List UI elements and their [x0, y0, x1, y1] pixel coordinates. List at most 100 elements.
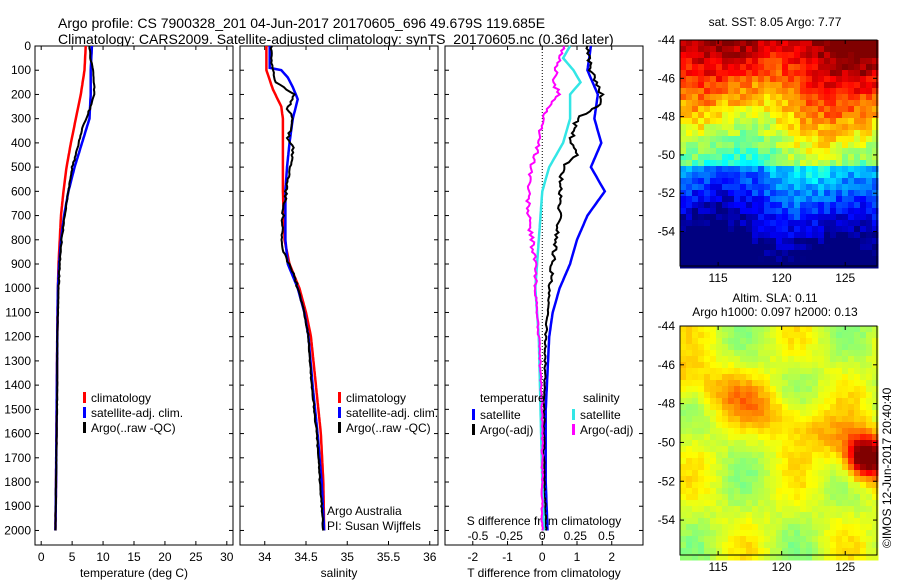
map-cell — [800, 434, 807, 441]
map-cell — [716, 338, 723, 345]
map-cell — [680, 434, 687, 441]
map-cell — [716, 52, 723, 59]
map-cell — [860, 398, 867, 405]
map-cell — [818, 404, 825, 411]
map-cell — [746, 548, 753, 555]
map-cell — [866, 500, 873, 507]
map-cell — [824, 184, 831, 191]
map-cell — [866, 214, 873, 221]
map-cell — [866, 178, 873, 185]
map-cell — [830, 40, 837, 47]
map-cell — [830, 368, 837, 375]
map-cell — [836, 76, 843, 83]
map-cell — [806, 70, 813, 77]
map-cell — [800, 410, 807, 417]
map-cell — [854, 488, 861, 495]
map-cell — [692, 494, 699, 501]
map-cell — [854, 512, 861, 519]
map-cell — [794, 494, 801, 501]
map-cell — [758, 196, 765, 203]
map-cell — [740, 118, 747, 125]
map-cell — [680, 148, 687, 155]
map-cell — [848, 464, 855, 471]
map-cell — [740, 464, 747, 471]
map-cell — [782, 112, 789, 119]
map-cell — [848, 160, 855, 167]
legend-swatch — [338, 422, 341, 433]
map-cell — [758, 548, 765, 555]
map-cell — [770, 548, 777, 555]
map-cell — [794, 410, 801, 417]
map-cell — [830, 482, 837, 489]
map-cell — [800, 64, 807, 71]
map-cell — [680, 380, 687, 387]
map-cell — [758, 226, 765, 233]
map-cell — [728, 136, 735, 143]
map-cell — [686, 494, 693, 501]
map-cell — [794, 434, 801, 441]
map-cell — [860, 256, 867, 263]
map-cell — [794, 238, 801, 245]
map-cell — [836, 166, 843, 173]
map-cell — [692, 554, 699, 561]
map-cell — [764, 190, 771, 197]
map-cell — [824, 220, 831, 227]
map-cell — [782, 208, 789, 215]
map-cell — [788, 464, 795, 471]
map-cell — [680, 256, 687, 263]
map-cell — [830, 220, 837, 227]
map-cell — [758, 94, 765, 101]
map-cell — [848, 142, 855, 149]
map-cell — [728, 362, 735, 369]
map-cell — [692, 548, 699, 555]
map-cell — [776, 470, 783, 477]
map-cell — [812, 52, 819, 59]
map-cell — [710, 196, 717, 203]
map-cell — [818, 368, 825, 375]
map-cell — [776, 136, 783, 143]
map-cell — [758, 506, 765, 513]
map-cell — [812, 136, 819, 143]
map-cell — [818, 208, 825, 215]
map-cell — [842, 208, 849, 215]
map-cell — [692, 374, 699, 381]
map-cell — [824, 338, 831, 345]
map-cell — [836, 440, 843, 447]
map-cell — [722, 232, 729, 239]
map-cell — [710, 148, 717, 155]
map-cell — [758, 46, 765, 53]
map-cell — [680, 500, 687, 507]
map-cell — [830, 172, 837, 179]
map-cell — [680, 530, 687, 537]
map-cell — [866, 452, 873, 459]
map-cell — [764, 416, 771, 423]
map-cell — [812, 232, 819, 239]
map-cell — [860, 238, 867, 245]
map-cell — [746, 422, 753, 429]
map-cell — [734, 344, 741, 351]
map-cell — [824, 452, 831, 459]
map-cell — [800, 76, 807, 83]
map-cell — [806, 76, 813, 83]
map-cell — [680, 554, 687, 561]
map-cell — [710, 88, 717, 95]
map-cell — [872, 70, 879, 77]
map-cell — [746, 434, 753, 441]
map-cell — [812, 518, 819, 525]
map-cell — [722, 446, 729, 453]
map-cell — [800, 154, 807, 161]
map-cell — [824, 398, 831, 405]
map-cell — [740, 548, 747, 555]
map-cell — [770, 232, 777, 239]
map-cell — [812, 46, 819, 53]
map-cell — [788, 542, 795, 549]
map-cell — [806, 362, 813, 369]
map-cell — [794, 208, 801, 215]
map-cell — [704, 392, 711, 399]
map-cell — [710, 112, 717, 119]
map-cell — [686, 100, 693, 107]
map-cell — [836, 142, 843, 149]
map-cell — [692, 190, 699, 197]
map-cell — [776, 172, 783, 179]
map-cell — [722, 202, 729, 209]
